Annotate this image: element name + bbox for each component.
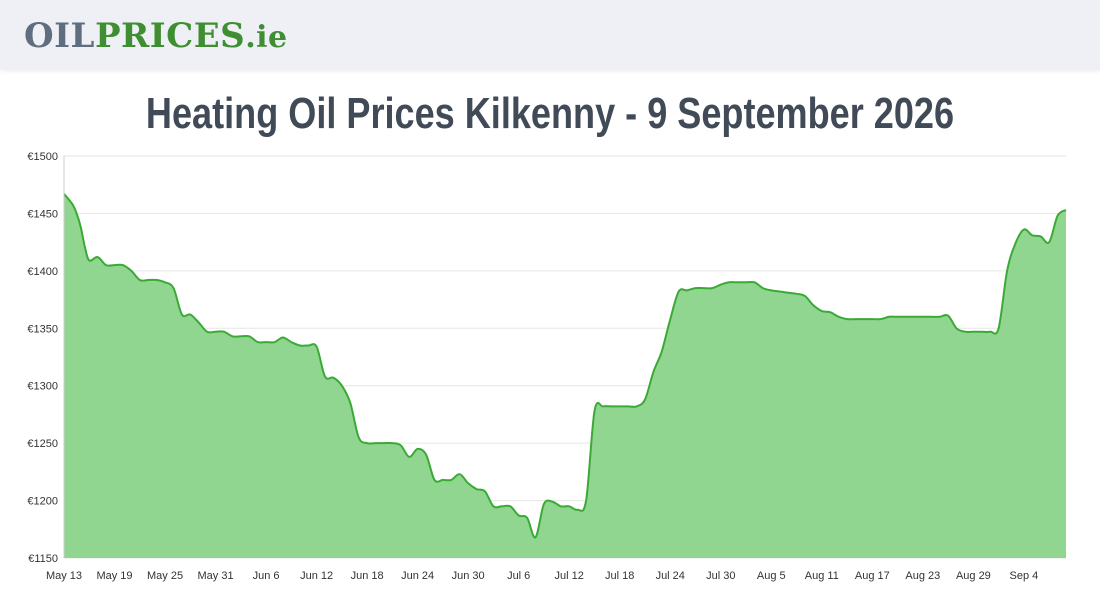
y-axis: €1150 €1200 €1250 €1300 €1350 €1400 €1450 €1500 (27, 151, 65, 565)
x-tick-label: May 31 (198, 570, 234, 582)
x-tick-label: May 19 (96, 570, 132, 582)
x-tick-label: Jul 30 (706, 570, 735, 582)
x-tick-label: Jun 18 (351, 570, 384, 582)
y-tick-label: €1250 (27, 438, 58, 450)
top-header-bar: OILPRICES.ie (0, 0, 1100, 70)
y-tick-label: €1350 (27, 323, 58, 335)
x-tick-label: Jul 6 (507, 570, 530, 582)
logo-text-prices: PRICES (94, 16, 246, 56)
price-chart: €1150 €1200 €1250 €1300 €1350 €1400 €1450 €1500… (27, 151, 1067, 582)
x-tick-label: Sep 4 (1010, 570, 1039, 582)
y-tick-label: €1200 (27, 496, 58, 508)
x-tick-label: Jun 24 (401, 570, 434, 582)
x-tick-label: Aug 23 (905, 570, 940, 582)
logo-text-oil: OIL (24, 16, 95, 56)
x-tick-label: Aug 17 (855, 570, 890, 582)
x-tick-label: Jul 18 (605, 570, 634, 582)
y-tick-label: €1300 (27, 381, 58, 393)
x-tick-label: Jun 30 (452, 570, 485, 582)
y-tick-label: €1450 (27, 208, 58, 220)
site-logo[interactable]: OILPRICES.ie (24, 14, 288, 60)
x-tick-label: Aug 11 (805, 570, 839, 582)
x-tick-label: Aug 29 (956, 570, 991, 582)
price-line (63, 193, 1067, 539)
x-axis: May 13 May 19 May 25 May 31 Jun 6 Jun 12 Jun 1… (46, 570, 1038, 582)
x-tick-label: Jun 6 (253, 570, 280, 582)
page-title: Heating Oil Prices Kilkenny - 9 Septembe… (145, 89, 955, 138)
y-tick-label: €1400 (27, 266, 58, 278)
x-tick-label: May 25 (147, 570, 183, 582)
x-tick-label: Jun 12 (300, 570, 333, 582)
x-tick-label: Jul 24 (656, 570, 685, 582)
x-tick-label: Aug 5 (757, 570, 786, 582)
x-tick-label: May 13 (46, 570, 82, 582)
y-tick-label: €1150 (28, 553, 58, 565)
y-tick-label: €1500 (27, 151, 58, 163)
price-area-fill (64, 193, 1066, 558)
logo-text-domain: .ie (245, 20, 288, 55)
x-tick-label: Jul 12 (555, 570, 584, 582)
